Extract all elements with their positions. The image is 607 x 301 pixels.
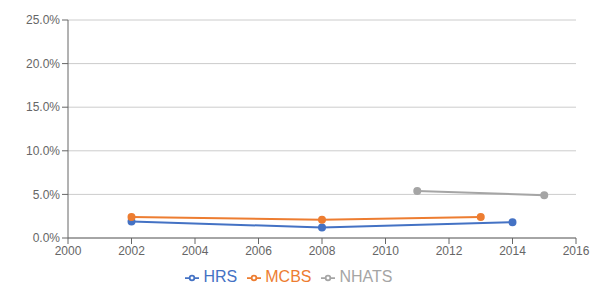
svg-text:2014: 2014 xyxy=(499,244,526,258)
html-text:NHATS: NHATS xyxy=(339,268,393,285)
html-text:MCBS: MCBS xyxy=(265,268,312,285)
svg-text:15.0%: 15.0% xyxy=(26,100,60,114)
svg-text:2000: 2000 xyxy=(55,244,82,258)
svg-text:2012: 2012 xyxy=(436,244,463,258)
html-text:HRS: HRS xyxy=(203,268,238,285)
svg-text:20.0%: 20.0% xyxy=(26,57,60,71)
svg-text:2006: 2006 xyxy=(245,244,272,258)
svg-text:2016: 2016 xyxy=(563,244,590,258)
svg-text:2010: 2010 xyxy=(372,244,399,258)
svg-text:0.0%: 0.0% xyxy=(33,231,61,245)
svg-text:2004: 2004 xyxy=(182,244,209,258)
svg-text:25.0%: 25.0% xyxy=(26,13,60,27)
svg-text:2002: 2002 xyxy=(118,244,145,258)
svg-text:10.0%: 10.0% xyxy=(26,144,60,158)
svg-text:2008: 2008 xyxy=(309,244,336,258)
svg-text:5.0%: 5.0% xyxy=(33,188,61,202)
